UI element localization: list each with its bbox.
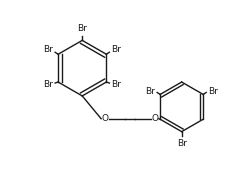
Text: Br: Br bbox=[77, 24, 87, 33]
Text: Br: Br bbox=[43, 80, 53, 89]
Text: O: O bbox=[102, 114, 109, 123]
Text: Br: Br bbox=[111, 45, 121, 54]
Text: Br: Br bbox=[177, 139, 186, 148]
Text: Br: Br bbox=[208, 87, 218, 96]
Text: O: O bbox=[151, 114, 158, 123]
Text: Br: Br bbox=[145, 87, 155, 96]
Text: Br: Br bbox=[111, 80, 121, 89]
Text: Br: Br bbox=[43, 45, 53, 54]
